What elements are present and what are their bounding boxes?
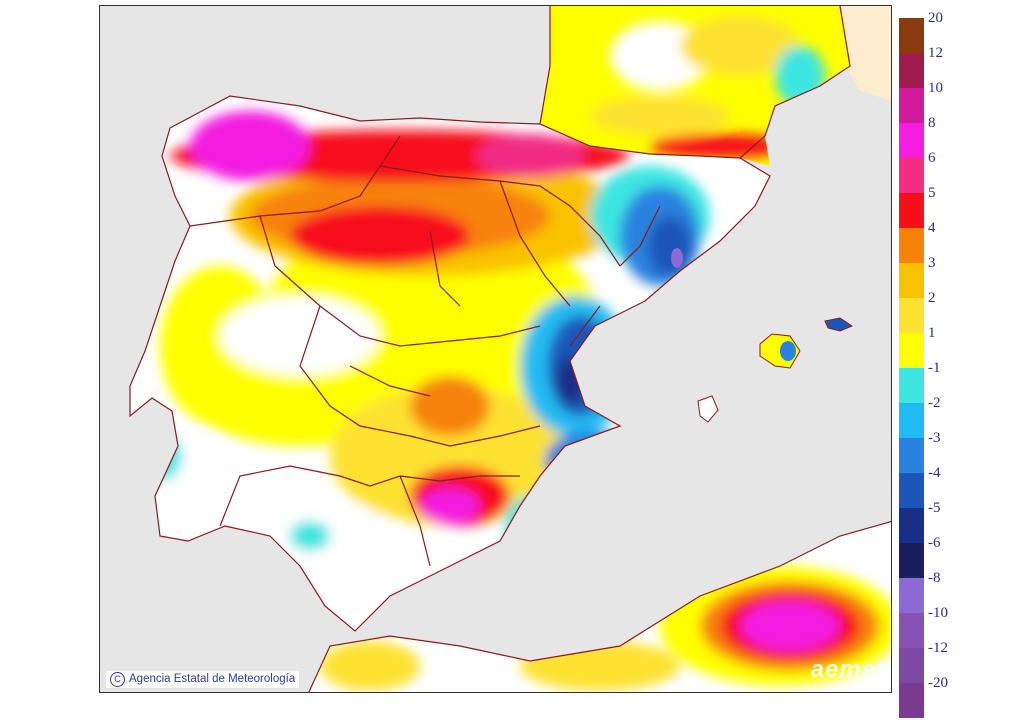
legend-label: -8 <box>928 570 941 586</box>
legend-label: 8 <box>928 115 936 131</box>
legend-swatch <box>899 473 924 508</box>
legend-label: -10 <box>928 605 948 621</box>
legend-label: 2 <box>928 290 936 306</box>
legend-swatch <box>899 123 924 158</box>
legend-label: -12 <box>928 640 948 656</box>
legend-swatch <box>899 228 924 263</box>
legend-swatch <box>899 263 924 298</box>
france-region <box>540 6 850 166</box>
africa-coastline <box>308 520 891 692</box>
legend-swatch <box>899 53 924 88</box>
legend-label: -5 <box>928 500 941 516</box>
legend-label: 3 <box>928 255 936 271</box>
credit-text: Agencia Estatal de Meteorología <box>129 673 296 685</box>
map-canvas <box>100 6 891 692</box>
legend-swatch <box>899 508 924 543</box>
legend-label: -1 <box>928 360 941 376</box>
legend-swatch <box>899 543 924 578</box>
legend-swatch <box>899 298 924 333</box>
legend-label: -20 <box>928 675 948 691</box>
temperature-anomaly-map: C Agencia Estatal de Meteorología aemet <box>99 5 892 693</box>
legend-swatch <box>899 88 924 123</box>
legend-swatch <box>899 438 924 473</box>
legend-swatch <box>899 683 924 718</box>
legend-label: -2 <box>928 395 941 411</box>
map-credit: C Agencia Estatal de Meteorología <box>106 671 300 688</box>
legend-label: 5 <box>928 185 936 201</box>
land-patch <box>840 6 891 101</box>
legend-swatch <box>899 368 924 403</box>
legend-label: -6 <box>928 535 941 551</box>
legend-swatch <box>899 648 924 683</box>
legend-swatch <box>899 193 924 228</box>
legend-label: 6 <box>928 150 936 166</box>
iberia-region <box>130 96 770 631</box>
legend-label: 20 <box>928 10 943 26</box>
legend-swatch <box>899 578 924 613</box>
aemet-logo: aemet <box>810 656 885 683</box>
legend-label: 12 <box>928 45 943 61</box>
boundaries <box>129 6 851 632</box>
legend-label: 10 <box>928 80 943 96</box>
balearic-islands <box>697 317 854 423</box>
legend-label: 4 <box>928 220 936 236</box>
legend-swatch <box>899 613 924 648</box>
legend-swatch <box>899 18 924 53</box>
legend-label: -3 <box>928 430 941 446</box>
copyright-icon: C <box>110 672 125 687</box>
legend-swatch <box>899 158 924 193</box>
legend-label: 1 <box>928 325 936 341</box>
legend-label: -4 <box>928 465 941 481</box>
legend-swatch <box>899 333 924 368</box>
legend-swatch <box>899 403 924 438</box>
